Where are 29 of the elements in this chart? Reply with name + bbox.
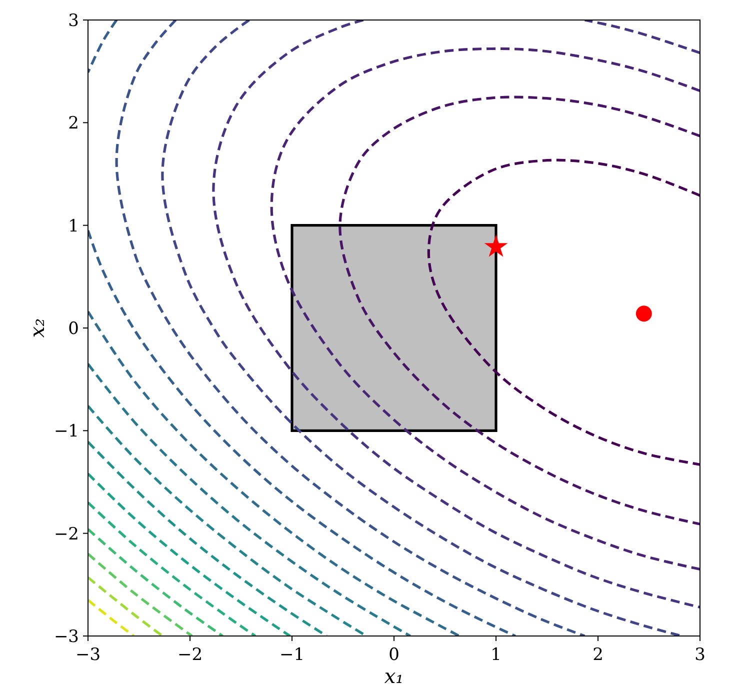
y-tick-label: 0: [68, 319, 79, 339]
line-series: [88, 310, 461, 636]
line-series: [212, 20, 700, 609]
x-tick-label: −1: [279, 645, 305, 665]
line-series: [583, 20, 700, 54]
x-tick-label: 1: [490, 645, 502, 665]
line-series: [338, 96, 700, 526]
line-series: [88, 229, 517, 636]
y-tick-label: −1: [54, 422, 79, 442]
x-tick-label: 0: [388, 645, 400, 665]
x-tick-label: −2: [177, 645, 203, 665]
line-series: [115, 20, 586, 636]
line-series: [88, 501, 257, 636]
line-series: [88, 472, 292, 636]
line-series: [88, 552, 194, 636]
y-tick-label: 3: [68, 11, 79, 31]
y-tick-label: 2: [68, 114, 79, 134]
line-series: [88, 528, 224, 636]
x-tick-label: 3: [694, 645, 706, 665]
y-tick-label: −3: [54, 627, 79, 647]
y-tick-label: −2: [54, 524, 79, 544]
line-series: [427, 158, 700, 466]
line-series: [270, 47, 700, 571]
x-axis-title: x₁: [384, 664, 404, 688]
y-axis-title: x₂: [25, 318, 49, 338]
y-tick-label: 1: [68, 216, 79, 236]
line-series: [88, 362, 412, 636]
x-tick-label: 2: [592, 645, 604, 665]
line-series: [88, 440, 328, 636]
